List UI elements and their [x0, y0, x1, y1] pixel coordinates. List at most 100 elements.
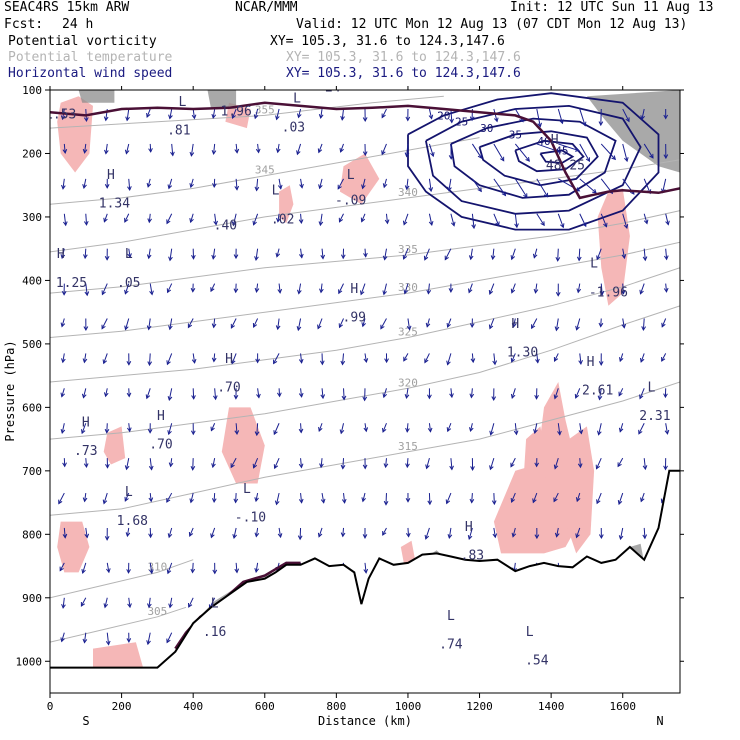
wind-arrow-head	[534, 462, 540, 468]
wind-arrow-head	[382, 427, 387, 433]
wind-arrow-head	[103, 116, 109, 122]
wind-arrow-head	[298, 428, 304, 434]
terrain-line	[50, 469, 680, 669]
wind-arrow	[235, 562, 238, 573]
wind-arrow	[256, 283, 259, 292]
wind-arrow	[84, 248, 87, 259]
wind-arrow	[617, 457, 624, 467]
center-title: NCAR/MMM	[235, 0, 298, 15]
wind-arrow-head	[231, 113, 236, 119]
wind-arrow	[511, 388, 516, 399]
wind-arrow-head	[510, 497, 516, 503]
wind-arrow	[665, 283, 668, 292]
field-value-label: L	[125, 485, 133, 500]
wind-arrow-head	[362, 396, 368, 402]
wind-arrow	[319, 213, 323, 226]
wind-arrow-head	[318, 426, 323, 432]
wind-arrow	[106, 632, 110, 645]
wind-arrow-head	[448, 288, 454, 293]
wind-arrow-head	[339, 147, 344, 153]
wind-arrow-head	[427, 427, 433, 433]
wind-arrow	[447, 353, 452, 365]
wind-arrow	[166, 213, 173, 224]
wind-arrow	[189, 527, 194, 537]
wind-arrow	[320, 108, 323, 119]
wind-arrow	[148, 597, 151, 608]
theta-contour-label: 355	[255, 103, 275, 116]
wind-arrow-head	[61, 290, 67, 296]
field-value-label: .99	[343, 311, 366, 326]
x-tick-label: 400	[183, 700, 203, 713]
north-end-label: N	[656, 714, 663, 728]
wind-arrow-head	[638, 429, 643, 435]
wind-arrow	[643, 178, 651, 194]
wind-arrow-head	[663, 154, 669, 160]
field-value-label: H	[551, 133, 559, 148]
y-tick-label: 700	[22, 465, 42, 478]
wind-arrow-head	[127, 603, 132, 609]
wind-arrow	[149, 353, 151, 366]
wind-arrow-head	[495, 221, 500, 227]
wind-arrow-head	[124, 149, 130, 155]
wind-arrow-head	[187, 323, 193, 329]
wind-arrow	[554, 457, 559, 469]
wind-arrow	[579, 353, 582, 364]
wind-arrow-head	[490, 255, 496, 261]
wind-arrow-head	[252, 220, 257, 226]
wind-arrow-head	[553, 464, 559, 470]
wind-arrow-head	[212, 395, 218, 401]
y-tick-label: 1000	[16, 655, 43, 668]
wind-arrow	[339, 213, 344, 222]
wind-arrow-head	[60, 392, 66, 398]
wind-arrow	[101, 318, 108, 329]
wind-arrow-head	[82, 638, 88, 644]
field-value-label: .54	[525, 653, 549, 668]
wind-arrow	[382, 423, 387, 433]
wind-arrow-head	[104, 536, 110, 541]
theta-contour	[50, 95, 444, 129]
wind-arrow	[622, 108, 630, 122]
wind-arrow	[300, 178, 303, 188]
wind-arrow-head	[663, 287, 669, 293]
wind-arrow-head	[82, 184, 87, 190]
wind-arrow-head	[403, 289, 409, 295]
wind-arrow	[642, 318, 645, 331]
wind-arrow	[643, 143, 654, 159]
wind-arrow	[511, 283, 516, 293]
wind-arrow-head	[574, 393, 580, 399]
wind-arrow-head	[511, 532, 517, 538]
wind-arrow	[169, 597, 173, 608]
wind-arrow	[407, 318, 411, 330]
wind-arrow-head	[61, 604, 66, 609]
wind-arrow	[213, 318, 216, 328]
field-value-label: L	[590, 257, 598, 272]
wind-arrow-head	[190, 465, 196, 471]
wind-arrow-head	[531, 324, 536, 330]
field-value-label: 1.53	[45, 108, 76, 123]
wind-arrow	[578, 248, 581, 261]
wind-arrow	[343, 493, 346, 503]
wind-arrow	[471, 143, 482, 159]
y-tick-label: 200	[22, 147, 42, 160]
field-value-label: 2.31	[639, 409, 670, 424]
wind-arrow	[536, 213, 545, 226]
wind-arrow-head	[619, 357, 624, 363]
wind-arrow-head	[427, 500, 433, 506]
wind-arrow-head	[406, 325, 412, 331]
wind-arrow	[58, 492, 65, 504]
wind-arrow	[166, 492, 173, 503]
wind-arrow	[622, 283, 624, 294]
wind-arrow	[534, 283, 538, 293]
wind-arrow	[319, 178, 323, 189]
wind-arrow-head	[148, 148, 153, 153]
wind-arrow	[514, 143, 530, 162]
wind-arrow-head	[553, 394, 559, 400]
wind-arrow-head	[404, 394, 410, 400]
wind-arrow-head	[275, 115, 280, 121]
wind-arrow	[555, 318, 559, 331]
wind-arrow-head	[59, 566, 64, 572]
wind-arrow	[531, 318, 538, 329]
wind-arrow	[600, 213, 607, 227]
wind-arrow	[82, 388, 87, 398]
wind-arrow	[493, 213, 500, 226]
